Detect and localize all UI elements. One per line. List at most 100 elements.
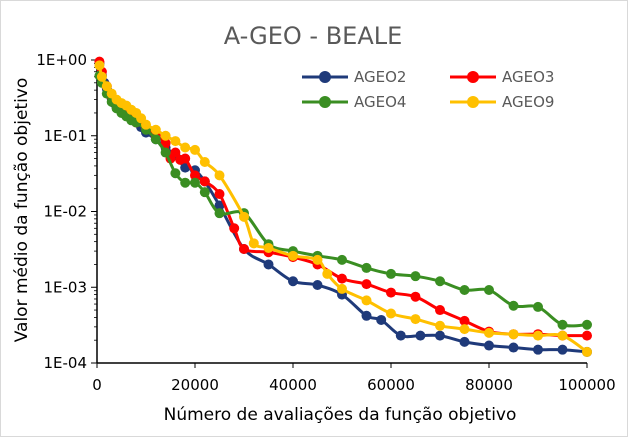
data-point-ageo9 (312, 254, 323, 265)
x-axis-label: Número de avaliações da função objetivo (164, 405, 517, 425)
data-point-ageo3 (582, 330, 592, 341)
data-point-ageo2 (508, 342, 519, 353)
data-point-ageo9 (180, 142, 191, 153)
data-point-ageo9 (288, 250, 298, 261)
series-ageo9 (94, 60, 592, 357)
data-point-ageo3 (214, 189, 225, 200)
y-tick-label: 1E-01 (43, 127, 87, 145)
x-tick-label: 100000 (558, 376, 615, 394)
data-point-ageo4 (459, 284, 470, 295)
x-tick-label: 20000 (171, 376, 219, 394)
series-layer (94, 56, 592, 357)
data-point-ageo4 (199, 187, 210, 198)
data-point-ageo9 (248, 238, 259, 249)
data-point-ageo3 (229, 223, 240, 234)
data-point-ageo4 (410, 271, 421, 282)
data-point-ageo9 (361, 295, 372, 306)
legend-item-ageo4: AGEO4 (302, 93, 406, 111)
data-point-ageo4 (214, 208, 225, 219)
data-point-ageo3 (435, 305, 445, 316)
data-point-ageo9 (263, 242, 274, 253)
data-point-ageo4 (582, 319, 592, 330)
data-point-ageo3 (170, 147, 181, 158)
x-tick-label: 0 (92, 376, 102, 394)
data-point-ageo2 (376, 314, 387, 325)
x-tick-label: 80000 (465, 376, 513, 394)
data-point-ageo3 (459, 315, 470, 326)
data-point-ageo4 (557, 319, 568, 330)
data-point-ageo9 (582, 346, 592, 357)
data-point-ageo9 (410, 314, 421, 325)
y-tick-label: 1E-04 (43, 354, 87, 372)
data-point-ageo9 (170, 136, 181, 147)
data-point-ageo4 (160, 147, 171, 158)
data-point-ageo4 (484, 284, 494, 295)
data-point-ageo4 (150, 134, 161, 145)
data-point-ageo2 (533, 344, 543, 355)
data-point-ageo4 (337, 254, 347, 265)
data-point-ageo3 (199, 176, 210, 187)
data-point-ageo3 (386, 287, 396, 298)
data-point-ageo4 (435, 276, 445, 287)
data-point-ageo4 (170, 168, 181, 179)
data-point-ageo4 (508, 300, 519, 311)
legend: AGEO2 AGEO3 AGEO4 AGEO9 (302, 68, 554, 111)
legend-swatch-marker (467, 71, 479, 83)
data-point-ageo9 (190, 144, 200, 155)
chart-title: A-GEO - BEALE (224, 22, 403, 50)
data-point-ageo2 (459, 336, 470, 347)
legend-label: AGEO3 (502, 68, 554, 86)
data-point-ageo9 (557, 330, 568, 341)
data-point-ageo9 (96, 71, 107, 82)
axes: 1E+00 1E-01 1E-02 1E-03 1E-04 0 20000 40000 6000… (36, 51, 615, 394)
data-point-ageo3 (361, 279, 372, 290)
data-point-ageo2 (361, 310, 372, 321)
data-point-ageo2 (557, 344, 568, 355)
data-point-ageo9 (533, 330, 543, 341)
legend-label: AGEO2 (354, 68, 406, 86)
y-tick-label: 1E-02 (43, 203, 87, 221)
x-tick-label: 40000 (269, 376, 317, 394)
data-point-ageo4 (190, 177, 200, 188)
y-tick-label: 1E-03 (43, 278, 87, 296)
data-point-ageo2 (415, 330, 426, 341)
data-point-ageo3 (190, 170, 200, 181)
data-point-ageo4 (361, 262, 372, 273)
data-point-ageo9 (239, 211, 249, 222)
data-point-ageo9 (435, 320, 445, 331)
legend-swatch-marker (319, 71, 331, 83)
legend-swatch-marker (467, 96, 479, 108)
data-point-ageo9 (141, 119, 151, 130)
data-point-ageo2 (435, 330, 445, 341)
legend-item-ageo3: AGEO3 (450, 68, 554, 86)
y-tick-label: 1E+00 (36, 51, 87, 69)
data-point-ageo9 (322, 268, 333, 279)
data-point-ageo9 (459, 324, 470, 335)
data-point-ageo3 (160, 138, 171, 149)
data-point-ageo2 (263, 259, 274, 270)
data-point-ageo4 (180, 177, 191, 188)
data-point-ageo9 (214, 170, 225, 181)
data-point-ageo3 (337, 273, 347, 284)
data-point-ageo3 (239, 243, 249, 254)
data-point-ageo4 (533, 301, 543, 312)
legend-label: AGEO4 (354, 93, 406, 111)
data-point-ageo2 (288, 276, 298, 287)
data-point-ageo9 (337, 283, 347, 294)
data-point-ageo3 (410, 291, 421, 302)
data-point-ageo2 (484, 340, 494, 351)
data-point-ageo2 (312, 280, 323, 291)
data-point-ageo9 (101, 81, 112, 92)
data-point-ageo9 (199, 157, 210, 168)
data-point-ageo2 (395, 330, 406, 341)
data-point-ageo2 (214, 200, 225, 211)
legend-item-ageo2: AGEO2 (302, 68, 406, 86)
data-point-ageo4 (386, 268, 396, 279)
legend-swatch-marker (319, 96, 331, 108)
legend-item-ageo9: AGEO9 (450, 93, 554, 111)
data-point-ageo9 (160, 130, 171, 141)
x-tick-label: 60000 (367, 376, 415, 394)
data-point-ageo9 (386, 308, 396, 319)
y-axis-label: Valor médio da função objetivo (12, 78, 32, 343)
data-point-ageo9 (94, 60, 105, 71)
